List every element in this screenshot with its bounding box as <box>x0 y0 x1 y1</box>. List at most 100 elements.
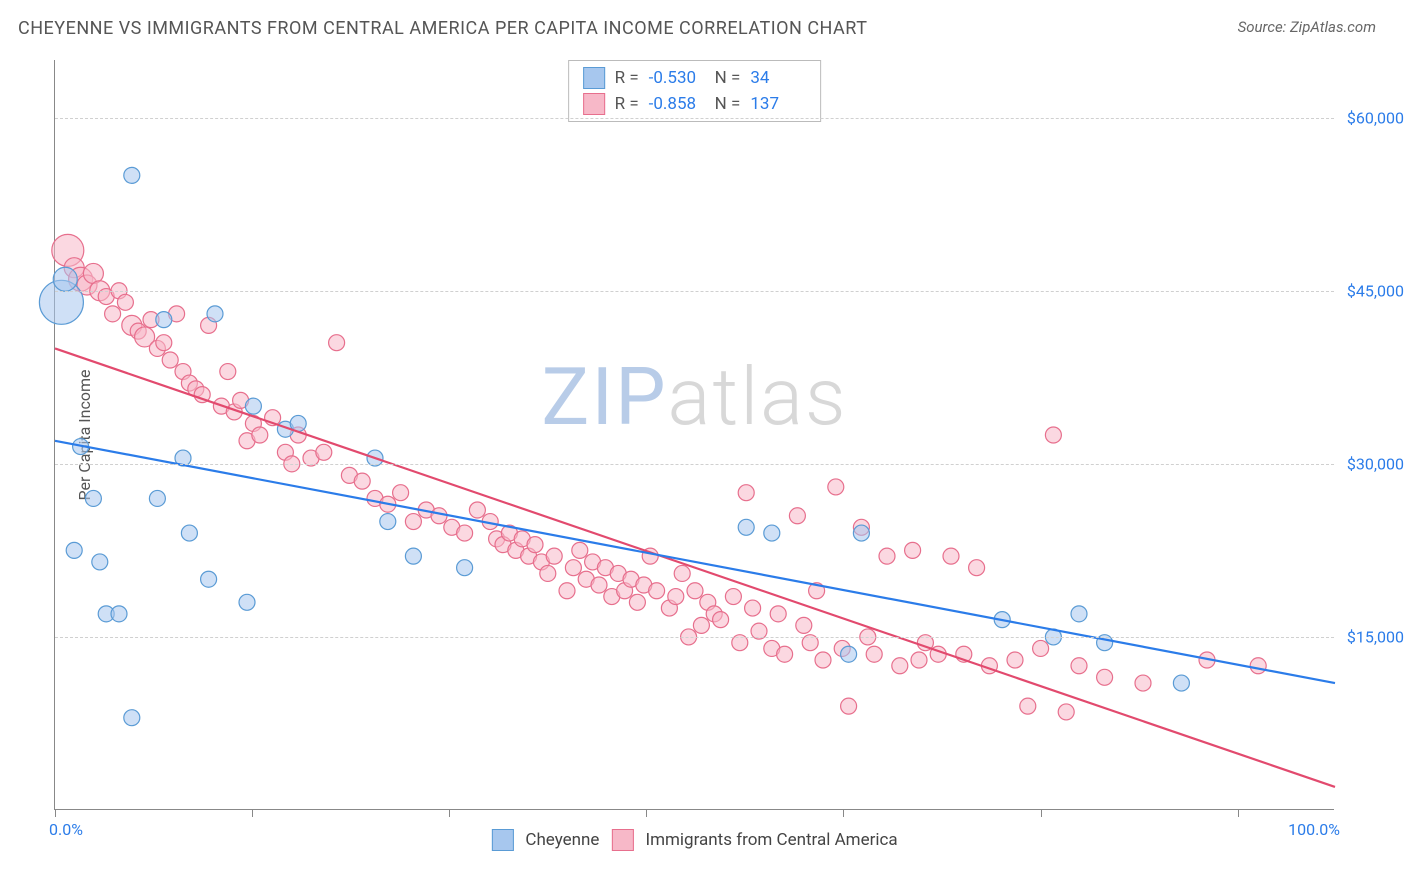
data-point <box>668 589 684 605</box>
r-label: R = <box>615 94 639 114</box>
data-point <box>53 267 77 291</box>
x-tick <box>646 809 647 817</box>
y-tick-label: $45,000 <box>1347 281 1404 300</box>
series-label-immigrants: Immigrants from Central America <box>645 830 897 850</box>
data-point <box>1135 675 1151 691</box>
data-point <box>181 525 197 541</box>
data-point <box>527 537 543 553</box>
n-value-immigrants: 137 <box>750 94 806 114</box>
data-point <box>105 306 121 322</box>
data-point <box>828 479 844 495</box>
y-tick-label: $60,000 <box>1347 108 1404 127</box>
data-point <box>764 525 780 541</box>
data-point <box>111 606 127 622</box>
r-value-immigrants: -0.858 <box>649 94 705 114</box>
data-point <box>431 508 447 524</box>
data-point <box>540 565 556 581</box>
data-point <box>815 652 831 668</box>
data-point <box>770 606 786 622</box>
data-point <box>393 485 409 501</box>
data-point <box>156 335 172 351</box>
data-point <box>674 565 690 581</box>
x-tick-first: 0.0% <box>49 820 83 839</box>
data-point <box>201 571 217 587</box>
data-point <box>649 583 665 599</box>
data-point <box>245 398 261 414</box>
gridline <box>55 291 1334 292</box>
n-label: N = <box>715 68 741 88</box>
data-point <box>1007 652 1023 668</box>
data-point <box>866 646 882 662</box>
data-point <box>841 698 857 714</box>
data-point <box>1250 658 1266 674</box>
data-point <box>565 560 581 576</box>
data-point <box>85 490 101 506</box>
data-point <box>124 710 140 726</box>
data-point <box>405 514 421 530</box>
stats-row-immigrants: R = -0.858 N = 137 <box>583 93 807 115</box>
trend-line <box>55 441 1335 683</box>
data-point <box>629 594 645 610</box>
data-point <box>405 548 421 564</box>
x-tick <box>55 809 56 817</box>
data-point <box>156 312 172 328</box>
swatch-immigrants <box>583 93 605 115</box>
data-point <box>66 542 82 558</box>
data-point <box>738 485 754 501</box>
data-point <box>738 519 754 535</box>
source-label: Source: ZipAtlas.com <box>1238 18 1376 36</box>
data-point <box>1097 669 1113 685</box>
data-point <box>1173 675 1189 691</box>
data-point <box>693 617 709 633</box>
data-point <box>745 600 761 616</box>
data-point <box>457 525 473 541</box>
data-point <box>1071 658 1087 674</box>
data-point <box>725 589 741 605</box>
data-point <box>943 548 959 564</box>
data-point <box>892 658 908 674</box>
series-legend: Cheyenne Immigrants from Central America <box>491 829 897 851</box>
data-point <box>354 473 370 489</box>
data-point <box>239 594 255 610</box>
data-point <box>1058 704 1074 720</box>
n-value-cheyenne: 34 <box>750 68 806 88</box>
data-point <box>572 542 588 558</box>
data-point <box>207 306 223 322</box>
n-label: N = <box>715 94 741 114</box>
chart-area: Per Capita Income ZIPatlas R = -0.530 N … <box>54 60 1334 810</box>
data-point <box>149 490 165 506</box>
gridline <box>55 637 1334 638</box>
series-label-cheyenne: Cheyenne <box>525 830 599 850</box>
stats-row-cheyenne: R = -0.530 N = 34 <box>583 67 807 89</box>
data-point <box>879 548 895 564</box>
r-label: R = <box>615 68 639 88</box>
data-point <box>117 294 133 310</box>
x-tick-last: 100.0% <box>1288 820 1340 839</box>
data-point <box>380 514 396 530</box>
data-point <box>796 617 812 633</box>
gridline <box>55 118 1334 119</box>
data-point <box>329 335 345 351</box>
chart-title: CHEYENNE VS IMMIGRANTS FROM CENTRAL AMER… <box>18 18 867 39</box>
data-point <box>124 167 140 183</box>
x-tick <box>1238 809 1239 817</box>
x-tick <box>449 809 450 817</box>
data-point <box>591 577 607 593</box>
data-point <box>1020 698 1036 714</box>
data-point <box>687 583 703 599</box>
data-point <box>789 508 805 524</box>
y-tick-label: $30,000 <box>1347 454 1404 473</box>
y-tick-label: $15,000 <box>1347 627 1404 646</box>
scatter-plot-svg <box>55 60 1334 809</box>
data-point <box>1045 427 1061 443</box>
r-value-cheyenne: -0.530 <box>649 68 705 88</box>
data-point <box>457 560 473 576</box>
data-point <box>969 560 985 576</box>
data-point <box>1033 640 1049 656</box>
swatch-cheyenne <box>583 67 605 89</box>
trend-line <box>55 348 1335 786</box>
data-point <box>841 646 857 662</box>
x-tick <box>843 809 844 817</box>
data-point <box>559 583 575 599</box>
data-point <box>469 502 485 518</box>
